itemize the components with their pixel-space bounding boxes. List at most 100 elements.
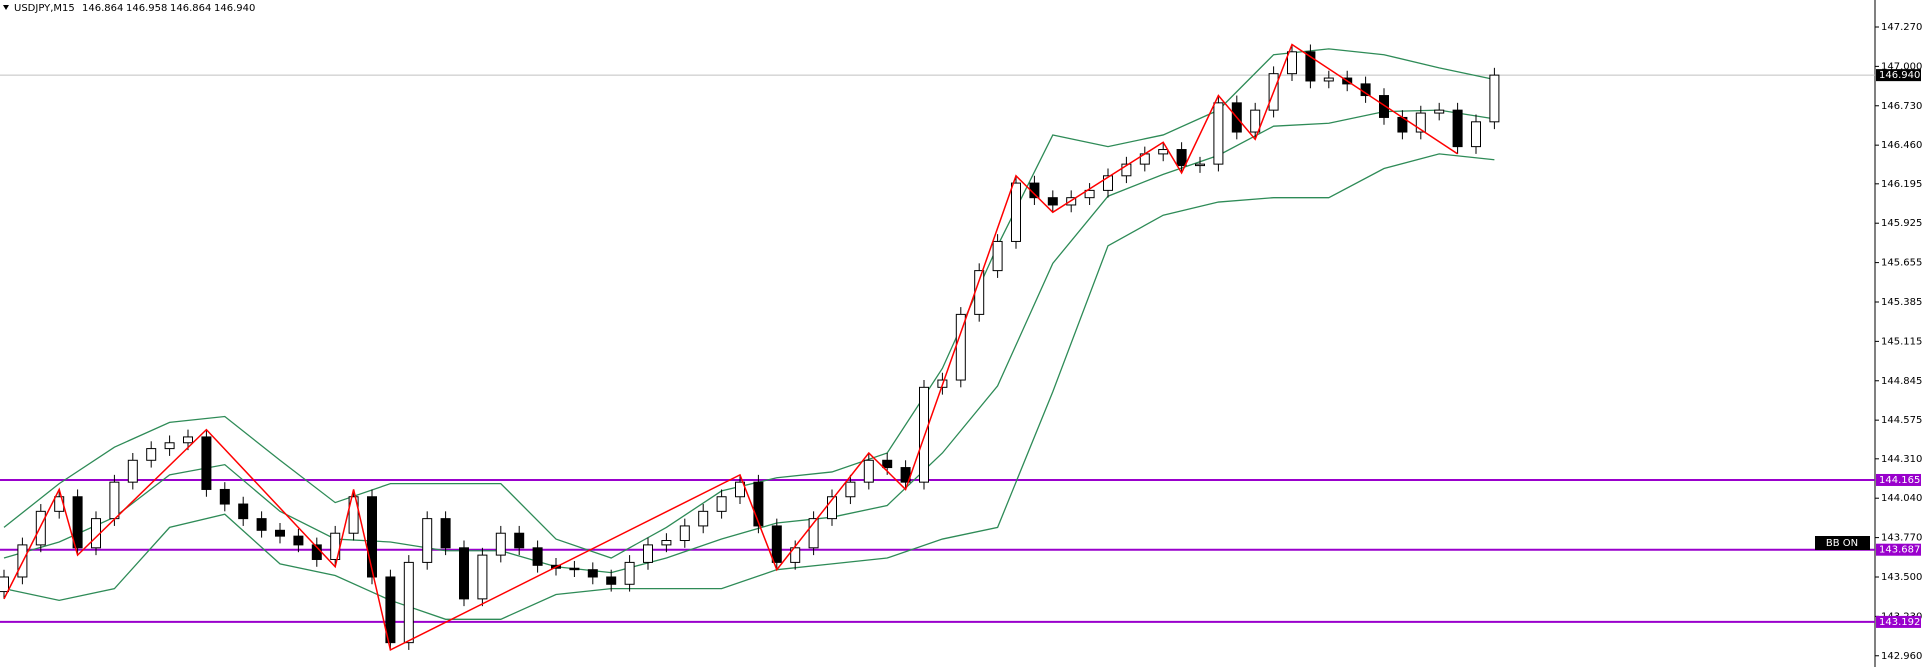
y-tick-label: 144.575 <box>1881 415 1922 426</box>
candle-body <box>992 240 1003 272</box>
candle-body <box>72 496 83 549</box>
candle-body <box>183 436 193 444</box>
y-tick-label: 147.000 <box>1881 61 1922 72</box>
price-label-box <box>1876 473 1921 486</box>
candle-body <box>1489 74 1500 123</box>
candle-body <box>698 510 709 527</box>
candle-body <box>1434 109 1445 114</box>
candle-body <box>275 529 285 537</box>
price-label: 146.940 <box>1879 70 1920 81</box>
candle-body <box>1011 182 1021 242</box>
bollinger-band <box>3 48 1495 559</box>
candle-body <box>1121 163 1132 177</box>
candle-body <box>219 488 230 505</box>
candle-body <box>1415 112 1426 133</box>
y-tick-label: 146.195 <box>1881 179 1922 190</box>
candle-body <box>771 525 782 563</box>
candle-body <box>201 436 212 490</box>
y-tick-label: 146.730 <box>1881 101 1922 112</box>
candle-body <box>882 459 893 469</box>
candle-body <box>735 481 745 498</box>
candle-body <box>1103 175 1113 191</box>
candle-body <box>0 576 9 593</box>
candle-body <box>1250 109 1261 133</box>
candle-body <box>569 567 580 571</box>
candle-body <box>827 496 837 520</box>
y-tick-label: 142.960 <box>1881 651 1922 662</box>
header-value: 146.958 <box>126 3 167 14</box>
candle-body <box>1287 51 1297 75</box>
candle-body <box>256 518 267 531</box>
y-tick-label: 146.460 <box>1881 140 1922 151</box>
y-tick-label: 147.270 <box>1881 22 1922 33</box>
candle-body <box>1323 77 1334 82</box>
candle-body <box>1084 189 1095 199</box>
indicator-box <box>1815 536 1870 550</box>
header-value: 146.864 <box>170 3 211 14</box>
candle-body <box>514 532 525 549</box>
candle-body <box>679 525 690 542</box>
header-value: 146.864 <box>82 3 123 14</box>
candle-body <box>661 540 672 546</box>
zigzag <box>3 43 1459 652</box>
candle-body <box>1305 51 1316 82</box>
candle-body <box>716 496 727 512</box>
candle-body <box>385 576 396 644</box>
candle-body <box>532 547 543 566</box>
candle-body <box>164 442 175 450</box>
price-label: 143.192 <box>1879 617 1920 628</box>
y-tick-label: 145.115 <box>1881 336 1922 347</box>
candle-body <box>753 481 764 527</box>
candle-body <box>1158 149 1169 155</box>
price-label: 144.165 <box>1879 475 1920 486</box>
candle-body <box>367 496 377 578</box>
candle-body <box>974 270 985 315</box>
candle-body <box>1047 197 1058 206</box>
candle-body <box>35 510 46 546</box>
candle-body <box>293 535 304 546</box>
candle-body <box>643 544 653 563</box>
price-label-box <box>1876 543 1921 556</box>
y-tick-label: 144.040 <box>1881 493 1922 504</box>
candle-body <box>477 554 488 600</box>
candle-body <box>1213 102 1224 165</box>
price-label: 143.687 <box>1879 545 1920 556</box>
header-arrow <box>3 5 9 10</box>
price-label-box <box>1876 69 1921 82</box>
candle-body <box>919 386 929 483</box>
candle-body <box>348 496 359 534</box>
y-tick-label: 145.925 <box>1881 218 1922 229</box>
y-tick-label: 143.500 <box>1881 572 1922 583</box>
price-label-box <box>1876 615 1921 628</box>
y-tick-label: 144.845 <box>1881 376 1922 387</box>
candle-body <box>422 518 433 563</box>
candle-body <box>1471 121 1481 148</box>
y-tick-label: 143.770 <box>1881 533 1922 544</box>
y-tick-label: 144.310 <box>1881 454 1922 465</box>
candle-body <box>495 532 506 556</box>
candle-body <box>808 518 819 549</box>
candle-body <box>790 547 801 563</box>
candle-body <box>109 481 120 520</box>
candle-body <box>403 561 414 644</box>
header-value: 146.940 <box>214 3 255 14</box>
y-tick-label: 145.385 <box>1881 297 1922 308</box>
bollinger-band <box>3 109 1495 574</box>
y-tick-label: 145.655 <box>1881 258 1922 269</box>
candle-body <box>863 459 874 483</box>
candle-body <box>440 518 451 549</box>
candle-body <box>238 503 249 520</box>
candle-body <box>606 576 617 585</box>
candle-body <box>1379 95 1389 118</box>
candle-body <box>127 459 138 483</box>
candle-body <box>1176 149 1187 167</box>
chart-title: USDJPY,M15 <box>14 3 75 14</box>
candle-body <box>624 561 635 585</box>
indicator-label: BB ON <box>1826 538 1858 549</box>
candle-body <box>587 569 598 578</box>
candle-body <box>146 448 157 461</box>
bollinger-band <box>3 153 1495 620</box>
candle-body <box>1452 109 1463 148</box>
candle-body <box>459 547 469 600</box>
